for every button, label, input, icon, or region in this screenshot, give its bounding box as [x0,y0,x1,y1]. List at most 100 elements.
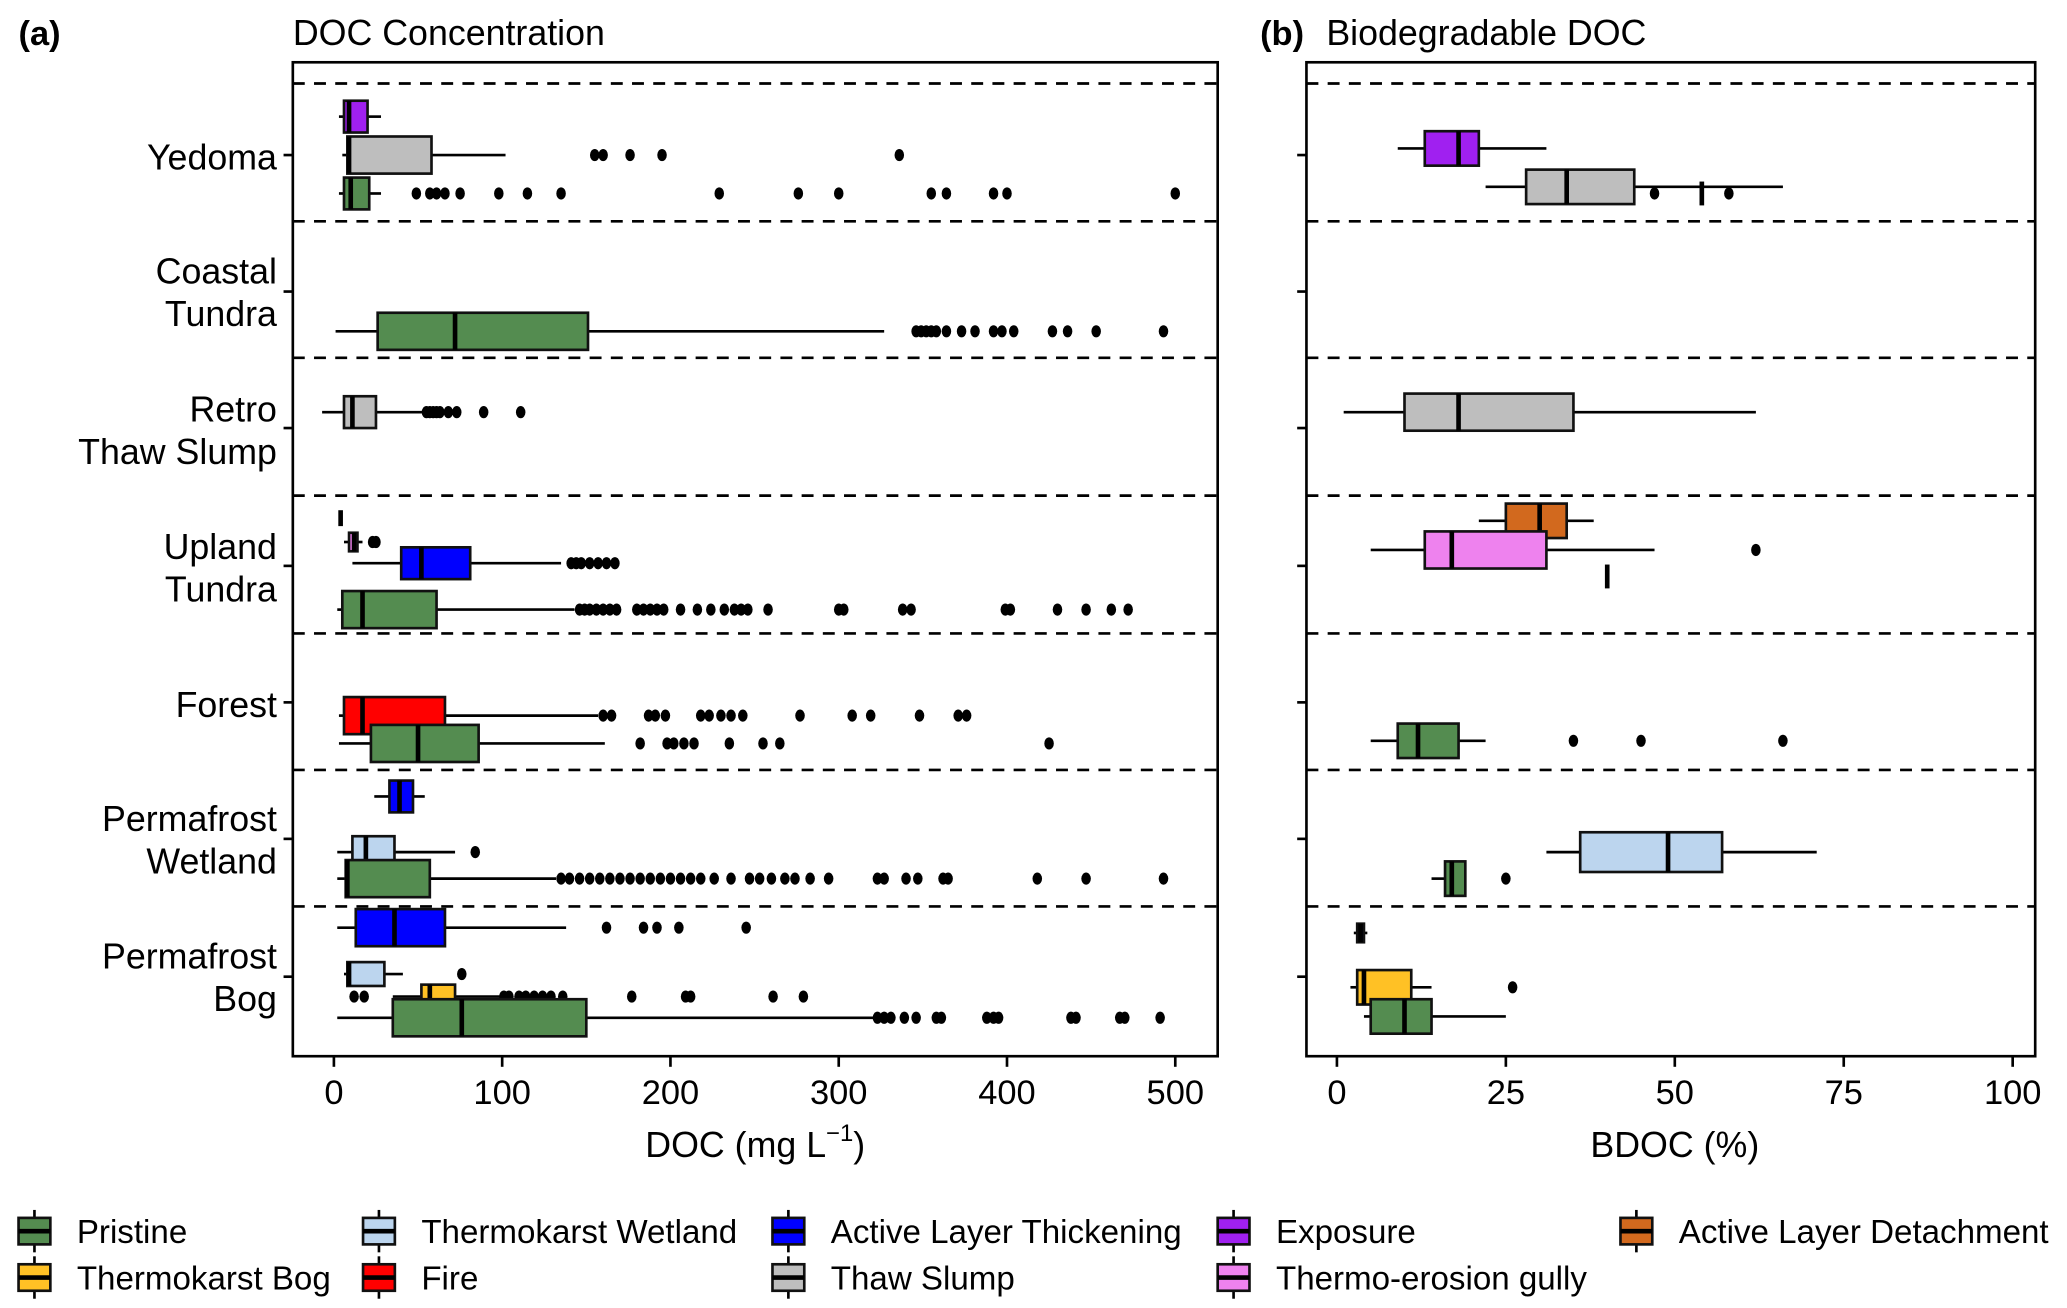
outlier-point [941,325,952,338]
outlier-point [795,709,805,722]
outlier-point [1649,187,1660,200]
outlier-point [956,325,967,338]
panel-b: (b) Biodegradable DOC 0 25 50 75 100 BDOC (%… [1260,13,2041,1165]
outlier-point [768,990,778,1003]
outlier-point [897,603,908,616]
outlier-point [913,872,923,885]
outlier-point [970,325,980,338]
x-tick-label: 25 [1487,1074,1525,1112]
outlier-point [1123,603,1133,616]
outlier-point [793,187,804,200]
legend-label: Fire [421,1260,478,1297]
outlier-point [359,990,369,1003]
outlier-point [872,1011,883,1024]
outlier-point [790,872,800,885]
outlier-point [1032,872,1043,885]
outlier-point [593,557,603,570]
outlier-point [556,187,566,200]
outlier-point [695,709,706,722]
outlier-point [1062,325,1073,338]
legend-label: Active Layer Thickening [831,1214,1182,1251]
outlier-point [1158,325,1169,338]
outlier-point [716,709,726,722]
x-tick-label: 0 [1327,1074,1346,1112]
outlier-point [584,872,595,885]
outlier-point [635,737,645,750]
outlier-point [591,603,602,616]
outlier-point [1052,603,1063,616]
outlier-point [606,709,617,722]
outlier-point [1091,325,1101,338]
x-tick-label: 75 [1825,1074,1863,1112]
outlier-point [675,603,686,616]
outlier-point [914,709,925,722]
outlier-point [833,187,844,200]
outlier-point [743,603,753,616]
outlier-point [574,872,585,885]
outlier-point [714,187,725,200]
legend-item-fire: Fire [361,1256,478,1299]
outlier-point [1507,981,1518,994]
panel-a: (a) DOC Concentration YedomaCoastalTundr… [19,13,1219,1165]
box-pristine [337,858,1169,899]
outlier-point [1155,1011,1165,1024]
outlier-point [443,406,454,419]
outlier-point [451,406,462,419]
outlier-point [470,846,481,859]
outlier-point [1751,543,1761,557]
outlier-point [1081,872,1091,885]
legend-item-active-layer-detachment: Active Layer Detachment [1619,1209,2049,1253]
outlier-point [685,872,696,885]
outlier-point [1778,734,1788,747]
outlier-point [689,737,699,750]
outlier-point [1106,603,1117,616]
outlier-point [601,921,612,934]
panel-a-x-axis: 0 100 200 300 400 500 [324,1056,1204,1112]
iqr-box [369,723,480,764]
outlier-point [1071,1011,1081,1024]
outlier-point [872,872,883,885]
box-pristine [335,311,1169,352]
row-label: Upland [164,527,277,567]
x-tick-label: 100 [473,1074,530,1112]
outlier-point [901,872,911,885]
outlier-point [626,990,637,1003]
outlier-point [576,557,587,570]
outlier-point [763,603,773,616]
iqr-box [344,858,432,899]
box-active-layer-thickening [352,545,620,581]
panel-a-title: DOC Concentration [293,13,605,53]
outlier-point [605,603,615,616]
legend-label: Thermokarst Wetland [421,1214,737,1251]
outlier-point [457,967,467,981]
outlier-point [674,921,684,934]
legend-item-thaw-slump: Thaw Slump [771,1256,1015,1299]
outlier-point [1008,325,1019,338]
outlier-point [665,872,676,885]
outlier-point [982,1011,992,1024]
box-exposure [338,99,382,134]
outlier-point [610,557,620,570]
panel-b-x-axis-title: BDOC (%) [1590,1125,1759,1165]
panel-b-title: Biodegradable DOC [1326,13,1646,53]
outlier-point [564,872,575,885]
outlier-point [598,709,608,722]
box-pristine [338,176,1181,211]
outlier-point [611,603,622,616]
outlier-point [349,990,359,1003]
outlier-point [1081,603,1091,616]
box-pristine [1370,722,1788,760]
outlier-point [598,148,608,162]
outlier-point [953,709,963,722]
outlier-point [805,872,815,885]
outlier-point [556,872,566,885]
iqr-box [354,907,447,948]
outlier-point [478,406,489,419]
iqr-box [342,176,371,211]
box-thaw-slump [322,394,526,430]
outlier-point [595,872,605,885]
outlier-point [652,603,662,616]
legend-label: Thaw Slump [831,1260,1015,1297]
iqr-box [342,394,378,430]
